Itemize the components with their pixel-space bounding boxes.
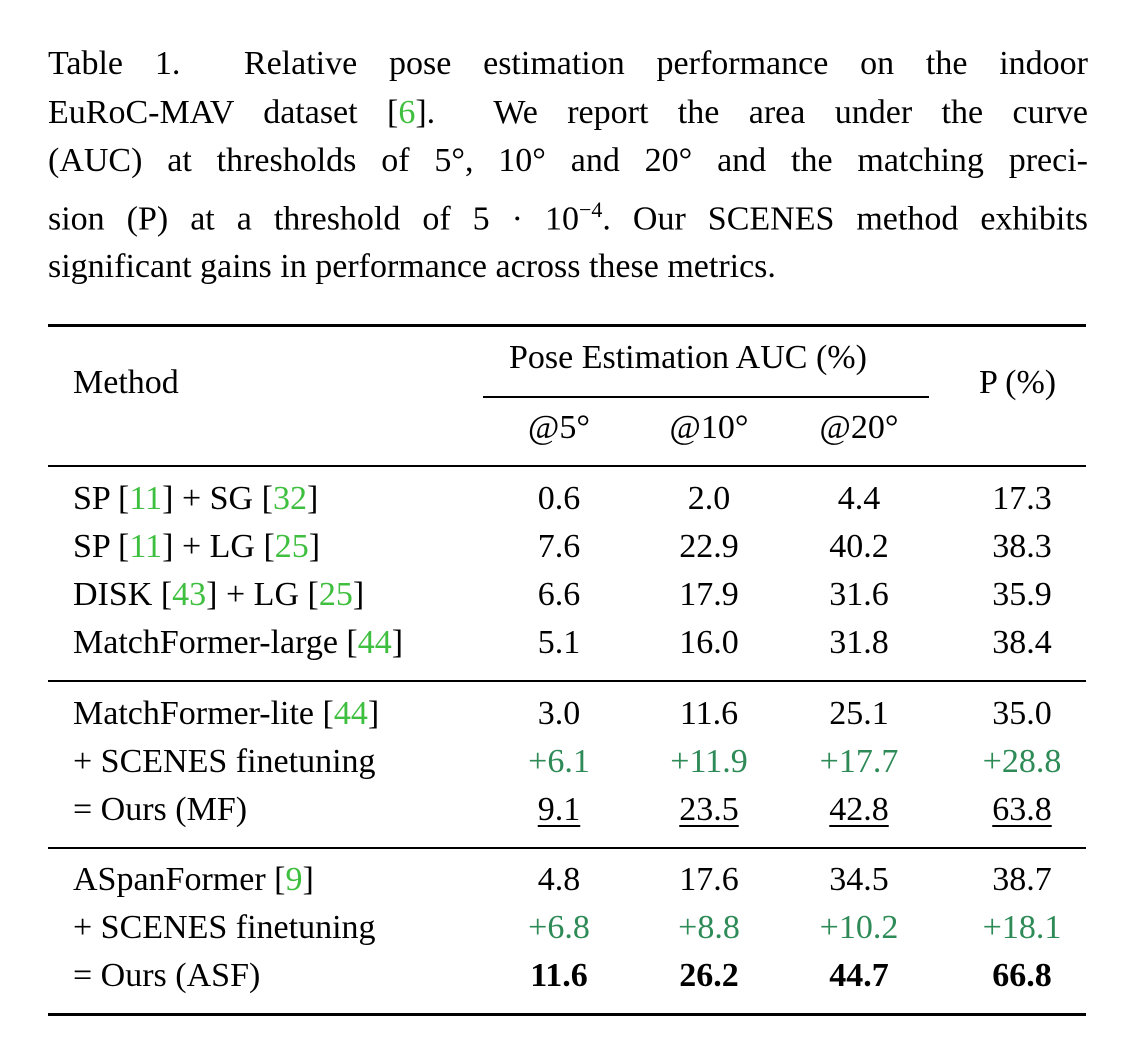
caption-line-1: Table 1. Relative pose estimation perfor… [48, 45, 1088, 82]
value-cell: 16.0 [679, 624, 739, 661]
method-cell: ASpanFormer [9] [73, 861, 314, 898]
header-auc-10: @10° [669, 409, 749, 446]
value-cell: 5.1 [537, 624, 581, 661]
caption-line-4: sion (P) at a threshold of 5 · 10−4. Our… [48, 196, 1089, 237]
header-auc-5: @5° [528, 409, 590, 446]
value-cell: 17.9 [679, 576, 739, 613]
header-auc-20: @20° [819, 409, 899, 446]
value-cell: 17.6 [679, 861, 739, 898]
citation-link[interactable]: 6 [398, 93, 416, 131]
value-cell: 26.2 [679, 957, 739, 994]
value-cell: 31.8 [829, 624, 889, 661]
caption-line-2: EuRoC-MAV dataset [6]. We report the are… [48, 93, 1089, 131]
value-cell: 6.6 [537, 576, 581, 613]
value-cell: 38.7 [992, 861, 1052, 898]
caption-line-5: significant gains in performance across … [48, 248, 776, 286]
top-rule [48, 324, 1086, 327]
bottom-rule [48, 1013, 1086, 1016]
value-cell: 38.3 [992, 528, 1052, 565]
value-cell: +28.8 [982, 743, 1062, 780]
value-cell: 0.6 [537, 480, 581, 517]
caption-label: Table 1. [48, 45, 181, 82]
method-cell: MatchFormer-lite [44] [73, 695, 380, 732]
value-cell: 35.9 [992, 576, 1052, 613]
citation-link[interactable]: 43 [172, 576, 207, 613]
value-cell: 17.3 [992, 480, 1052, 517]
value-cell: 23.5 [679, 791, 739, 828]
group-header-rule [483, 396, 929, 398]
group-divider-2 [48, 847, 1086, 849]
method-cell: MatchFormer-large [44] [73, 624, 404, 661]
header-precision: P (%) [979, 364, 1057, 401]
citation-link[interactable]: 32 [272, 480, 307, 517]
value-cell: 38.4 [992, 624, 1052, 661]
value-cell: +8.8 [678, 909, 740, 946]
caption-line-3: (AUC) at thresholds of 5°, 10° and 20° a… [48, 142, 1088, 179]
value-cell: +10.2 [819, 909, 899, 946]
value-cell: 42.8 [829, 791, 889, 828]
value-cell: 35.0 [992, 695, 1052, 732]
method-cell: + SCENES finetuning [73, 909, 376, 946]
method-cell: SP [11] + LG [25] [73, 528, 321, 565]
citation-link[interactable]: 25 [318, 576, 353, 613]
header-method: Method [73, 364, 179, 401]
citation-link[interactable]: 44 [357, 624, 392, 661]
value-cell: 4.8 [537, 861, 581, 898]
citation-link[interactable]: 11 [129, 528, 163, 565]
table-caption: Table 1. Relative pose estimation perfor… [48, 40, 1088, 292]
value-cell: 4.4 [837, 480, 881, 517]
value-cell: +18.1 [982, 909, 1062, 946]
value-cell: 34.5 [829, 861, 889, 898]
value-cell: 7.6 [537, 528, 581, 565]
value-cell: 31.6 [829, 576, 889, 613]
group-divider-1 [48, 680, 1086, 682]
method-cell: + SCENES finetuning [73, 743, 376, 780]
value-cell: 11.6 [679, 695, 739, 732]
value-cell: 66.8 [992, 957, 1052, 994]
value-cell: 40.2 [829, 528, 889, 565]
header-rule [48, 465, 1086, 467]
citation-link[interactable]: 9 [285, 861, 303, 898]
value-cell: 9.1 [537, 791, 581, 828]
value-cell: +11.9 [670, 743, 748, 780]
value-cell: 2.0 [687, 480, 731, 517]
value-cell: 3.0 [537, 695, 581, 732]
value-cell: 63.8 [992, 791, 1052, 828]
citation-link[interactable]: 11 [129, 480, 163, 517]
value-cell: 44.7 [829, 957, 889, 994]
citation-link[interactable]: 25 [274, 528, 309, 565]
citation-link[interactable]: 44 [333, 695, 368, 732]
value-cell: +17.7 [819, 743, 899, 780]
method-cell: DISK [43] + LG [25] [73, 576, 365, 613]
method-cell: = Ours (MF) [73, 791, 248, 828]
value-cell: +6.1 [528, 743, 590, 780]
value-cell: 25.1 [829, 695, 889, 732]
value-cell: 22.9 [679, 528, 739, 565]
header-group-auc: Pose Estimation AUC (%) [509, 339, 867, 376]
value-cell: 11.6 [530, 957, 588, 994]
value-cell: +6.8 [528, 909, 590, 946]
method-cell: SP [11] + SG [32] [73, 480, 319, 517]
method-cell: = Ours (ASF) [73, 957, 261, 994]
